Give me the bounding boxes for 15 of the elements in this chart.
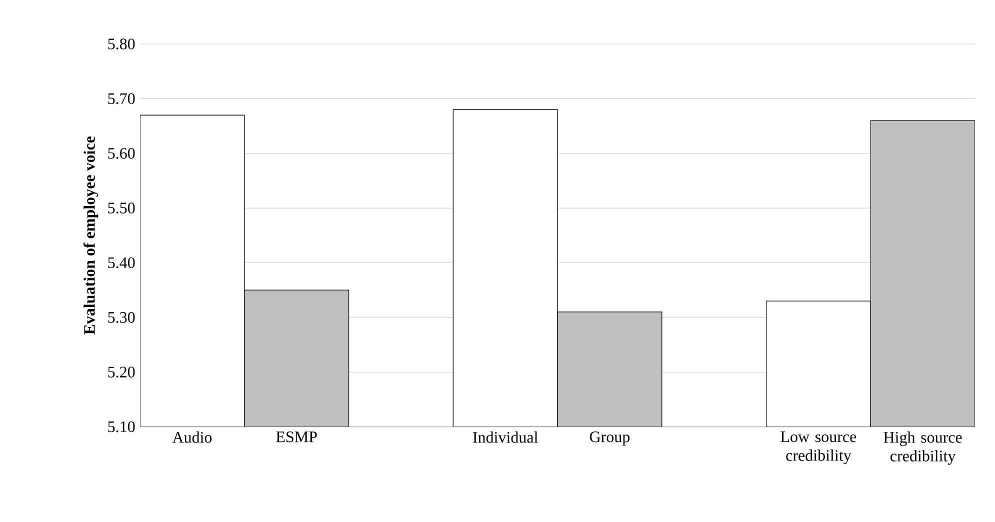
- x-tick-label: Low source credibility: [780, 432, 856, 464]
- y-tick-label: 5.70: [108, 94, 135, 104]
- y-tick-label: 5.30: [108, 312, 135, 324]
- y-tick-label: 5.40: [108, 258, 135, 268]
- x-tick-label: ESMP: [276, 432, 317, 443]
- x-tick-label: Group: [590, 432, 630, 446]
- y-tick-label: 5.80: [108, 38, 135, 50]
- y-axis-title: Evaluation of employee voice: [83, 136, 98, 335]
- x-tick-label: Individual: [473, 432, 538, 444]
- x-tick-label: Audio: [172, 432, 212, 444]
- y-tick-label: 5.50: [108, 202, 135, 214]
- x-tick-label: High source credibility: [884, 432, 962, 465]
- y-tick-label: 5.20: [108, 366, 135, 378]
- y-tick-label: 5.10: [108, 422, 135, 432]
- y-tick-label: 5.60: [108, 148, 135, 160]
